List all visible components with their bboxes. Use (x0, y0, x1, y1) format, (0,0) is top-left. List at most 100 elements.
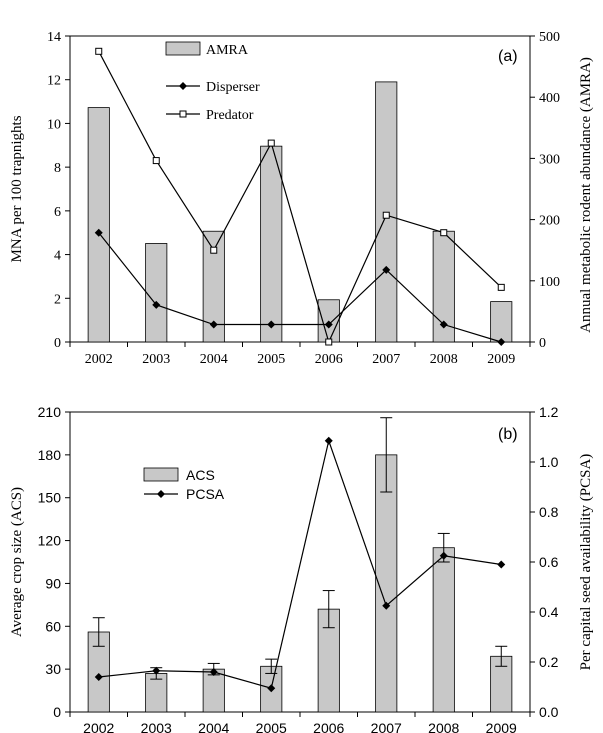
disperser-point (324, 320, 333, 329)
pcsa-point (439, 551, 448, 560)
right-tick-label: 100 (539, 275, 560, 290)
x-tick-label: 2007 (371, 720, 402, 733)
pcsa-point (497, 560, 506, 569)
right-tick-label: 500 (539, 30, 560, 45)
left-tick-label: 4 (54, 249, 61, 264)
left-tick-label: 30 (45, 661, 61, 677)
predator-point (95, 47, 103, 55)
legend-acs-label: ACS (186, 467, 215, 483)
panel-a-lines (94, 47, 506, 346)
pcsa-point (267, 684, 276, 693)
predator-point (152, 157, 160, 165)
panel-a-ticks: 0 2 4 6 8 10 12 14 0 100 200 300 400 500 2002 2003 2004 2… (47, 30, 560, 367)
amra-bar (145, 243, 168, 343)
right-tick-label: 0.8 (539, 504, 559, 520)
pcsa-point (152, 666, 161, 675)
right-tick-label: 0.4 (539, 604, 559, 620)
legend-disperser-marker (179, 82, 187, 90)
panel-b: 0 30 60 90 120 150 180 210 0.0 0.2 0.4 0.6 0.8 1.0 1.2… (9, 404, 594, 733)
disperser-point (382, 265, 391, 274)
left-tick-label: 8 (54, 161, 61, 176)
left-tick-label: 180 (38, 447, 62, 463)
left-tick-label: 12 (47, 74, 61, 89)
predator-point (497, 283, 505, 291)
panel-a-label: (a) (498, 48, 518, 65)
x-tick-label: 2003 (142, 352, 170, 367)
panel-b-bars (87, 417, 513, 713)
left-tick-label: 14 (47, 30, 61, 45)
left-tick-label: 90 (45, 575, 61, 591)
amra-bar (202, 230, 225, 343)
right-tick-label: 200 (539, 214, 560, 229)
panel-b-legend: ACS PCSA (143, 467, 225, 502)
legend-predator-marker (179, 110, 187, 118)
legend-pcsa-marker (157, 490, 165, 498)
panel-b-right-axis-title: Per capital seed availability (PCSA) (578, 454, 594, 671)
x-tick-label: 2009 (487, 352, 515, 367)
left-tick-label: 0 (54, 336, 61, 351)
panel-a: 0 2 4 6 8 10 12 14 0 100 200 300 400 500 2002 2003 2004 2… (9, 30, 594, 367)
pcsa-line (98, 438, 502, 689)
pcsa-point (209, 668, 218, 676)
x-tick-label: 2004 (198, 720, 229, 733)
x-tick-label: 2007 (372, 352, 400, 367)
pcsa-point (94, 673, 103, 681)
x-tick-label: 2005 (257, 352, 285, 367)
amra-bar (87, 107, 110, 343)
panel-b-ticks: 0 30 60 90 120 150 180 210 0.0 0.2 0.4 0.6 0.8 1.0 1.2… (38, 404, 559, 733)
disperser-point (497, 338, 506, 346)
left-tick-label: 120 (38, 533, 62, 549)
left-tick-label: 150 (38, 490, 62, 506)
predator-point (210, 246, 218, 254)
legend-amra-label: AMRA (206, 43, 249, 58)
x-tick-label: 2008 (428, 720, 459, 733)
left-tick-label: 0 (53, 704, 61, 720)
disperser-line (98, 232, 502, 343)
pcsa-point (324, 436, 333, 445)
right-tick-label: 0.0 (539, 704, 559, 720)
predator-line (98, 51, 502, 344)
left-tick-label: 2 (54, 292, 61, 307)
right-tick-label: 400 (539, 91, 560, 106)
left-tick-label: 60 (45, 618, 61, 634)
right-tick-label: 0.2 (539, 654, 559, 670)
disperser-point (439, 320, 448, 329)
left-tick-label: 210 (38, 404, 62, 420)
disperser-point (152, 300, 161, 309)
x-tick-label: 2006 (315, 352, 343, 367)
disperser-point (94, 228, 103, 237)
amra-bar (490, 301, 513, 343)
right-tick-label: 1.0 (539, 454, 559, 470)
right-tick-label: 300 (539, 152, 560, 167)
left-tick-label: 10 (47, 117, 61, 132)
legend-predator-label: Predator (206, 108, 254, 123)
x-tick-label: 2005 (256, 720, 287, 733)
panel-a-right-axis-title: Annual metabolic rodent abundance (AMRA) (578, 57, 594, 333)
panel-b-label: (b) (498, 426, 518, 443)
predator-point (325, 338, 333, 346)
panel-b-lines (94, 436, 506, 693)
right-tick-label: 0.6 (539, 554, 559, 570)
disperser-point (267, 320, 276, 329)
x-tick-label: 2009 (486, 720, 517, 733)
panel-a-left-axis-title: MNA per 100 trapnights (9, 115, 25, 262)
x-tick-label: 2003 (141, 720, 172, 733)
x-tick-label: 2002 (83, 720, 114, 733)
legend-pcsa-label: PCSA (186, 486, 225, 502)
panel-a-bars (87, 81, 513, 343)
amra-bar (260, 145, 283, 343)
right-tick-label: 0 (539, 336, 546, 351)
x-tick-label: 2008 (430, 352, 458, 367)
pcsa-point (382, 601, 391, 610)
predator-point (267, 139, 275, 147)
x-tick-label: 2002 (85, 352, 113, 367)
x-tick-label: 2004 (200, 352, 228, 367)
panel-a-legend: AMRA Disperser Predator (165, 41, 260, 123)
legend-disperser-label: Disperser (206, 80, 260, 95)
acs-bar (432, 547, 455, 713)
predator-point (440, 229, 448, 237)
right-tick-label: 1.2 (539, 404, 559, 420)
x-tick-label: 2006 (313, 720, 344, 733)
disperser-point (209, 320, 218, 329)
